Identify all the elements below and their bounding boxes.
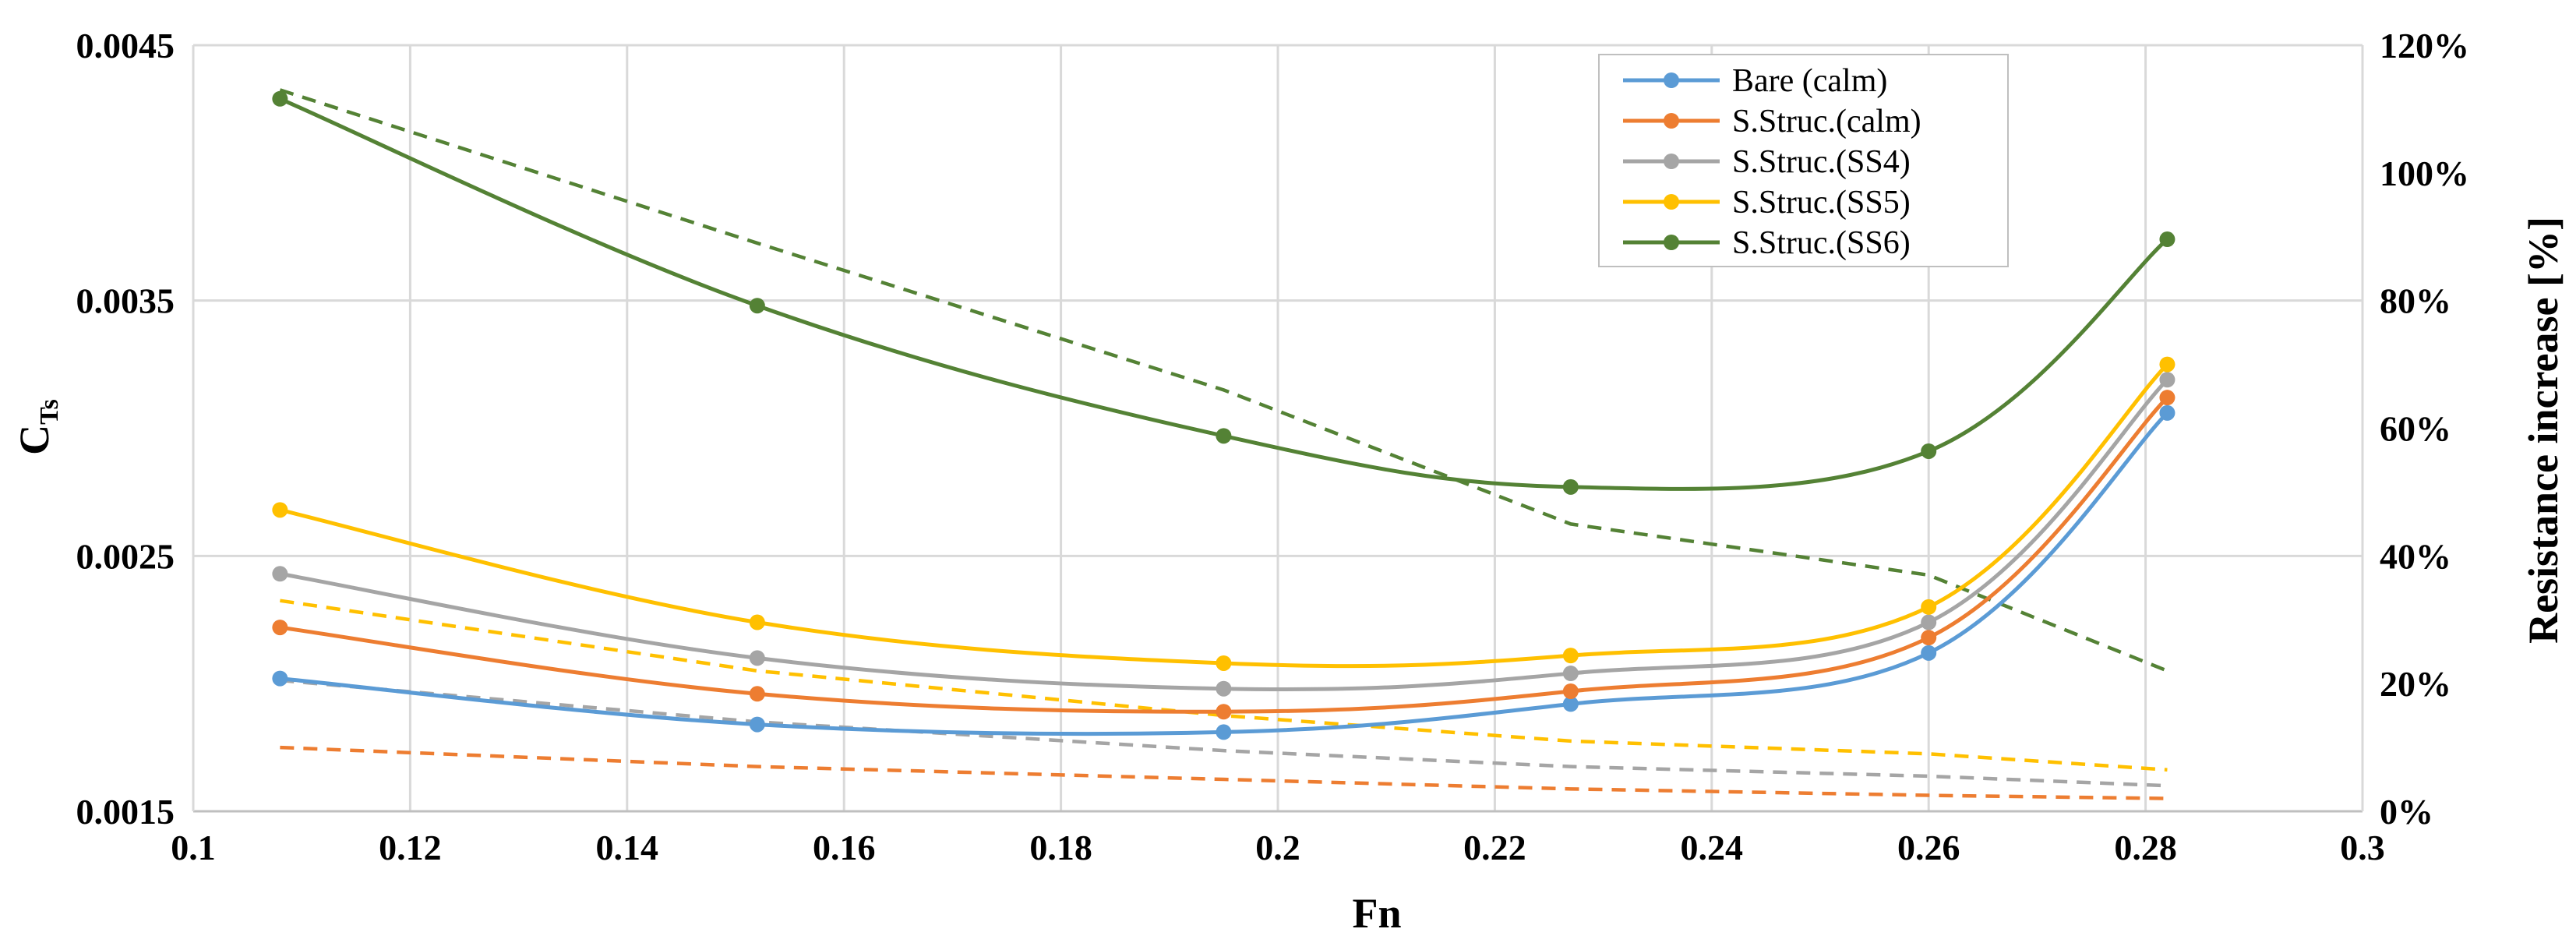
resistance-increase-series — [279, 88, 2168, 800]
legend: Bare (calm) S.Struc.(calm) S.Struc.(SS4) S.… — [1598, 54, 2009, 267]
data-point-bare-calm — [749, 716, 765, 733]
data-point-s-struc-calm — [1921, 630, 1937, 646]
legend-label: S.Struc.(SS5) — [1732, 185, 1911, 221]
data-point-s-struc-ss6 — [1562, 479, 1579, 495]
x-tick-label: 0.24 — [1681, 828, 1744, 867]
x-tick-label: 0.1 — [171, 828, 216, 867]
data-point-s-struc-ss5 — [272, 502, 288, 518]
x-tick-label: 0.16 — [813, 828, 876, 867]
left-axis-title-subscript: Ts — [35, 399, 64, 425]
data-point-s-struc-ss6 — [1921, 443, 1937, 459]
series-line-bare-calm — [280, 411, 2169, 736]
x-tick-label: 0.12 — [379, 828, 442, 867]
data-point-s-struc-ss4 — [1216, 680, 1232, 697]
data-point-s-struc-calm — [749, 686, 765, 702]
x-tick-label: 0.28 — [2114, 828, 2177, 867]
data-point-bare-calm — [1921, 645, 1937, 661]
legend-swatch-marker — [1664, 72, 1679, 88]
data-point-bare-calm — [1216, 724, 1232, 740]
right-tick-label: 120% — [2380, 26, 2469, 65]
left-axis-title: CTs — [11, 399, 64, 455]
x-axis-ticks: 0.1 0.12 0.14 0.16 0.18 0.2 0.22 0.24 0.26 0.28 0.… — [171, 828, 2385, 867]
x-tick-label: 0.2 — [1255, 828, 1300, 867]
series-line-s-struc-ss4 — [279, 378, 2169, 692]
data-point-s-struc-ss4 — [2159, 372, 2175, 388]
right-tick-label: 40% — [2380, 536, 2451, 576]
data-point-s-struc-ss4 — [1562, 666, 1579, 682]
x-tick-label: 0.3 — [2340, 828, 2385, 867]
legend-swatch-marker — [1664, 194, 1679, 210]
data-point-s-struc-calm — [1216, 704, 1232, 720]
right-tick-label: 0% — [2380, 792, 2433, 832]
right-axis-ticks: 0% 20% 40% 60% 80% 100% 120% — [2380, 26, 2469, 832]
series-line-s-struc-calm — [280, 396, 2169, 714]
legend-swatch-marker — [1664, 113, 1679, 129]
data-point-s-struc-ss6 — [1216, 428, 1232, 444]
left-tick-label: 0.0045 — [76, 26, 175, 65]
axes — [192, 45, 2364, 813]
legend-swatch-marker — [1664, 235, 1679, 250]
data-point-s-struc-calm — [272, 620, 288, 636]
resistance-increase-line — [280, 599, 2168, 772]
x-tick-label: 0.22 — [1463, 828, 1526, 867]
x-tick-label: 0.26 — [1897, 828, 1960, 867]
data-point-s-struc-calm — [1562, 683, 1579, 699]
data-point-s-struc-ss6 — [2159, 231, 2175, 248]
x-tick-label: 0.18 — [1029, 828, 1092, 867]
data-point-s-struc-ss5 — [749, 614, 765, 630]
data-point-s-struc-ss4 — [749, 650, 765, 666]
right-axis-title: Resistance increase [%] — [2520, 217, 2567, 644]
resistance-increase-line — [280, 678, 2168, 788]
legend-label: Bare (calm) — [1732, 63, 1887, 99]
left-axis-title-main: C — [11, 425, 58, 455]
legend-label: S.Struc.(SS6) — [1732, 225, 1911, 261]
right-tick-label: 80% — [2380, 281, 2451, 321]
right-tick-label: 100% — [2380, 154, 2469, 193]
series-line-s-struc-ss6 — [279, 97, 2169, 491]
data-point-bare-calm — [272, 670, 288, 687]
resistance-increase-line — [280, 745, 2168, 800]
data-point-s-struc-ss6 — [749, 298, 765, 314]
data-point-s-struc-ss4 — [272, 566, 288, 582]
data-point-s-struc-ss5 — [2159, 356, 2175, 373]
cts-series — [272, 90, 2175, 740]
series-line-s-struc-ss5 — [279, 362, 2169, 669]
data-point-s-struc-ss6 — [272, 90, 288, 107]
legend-label: S.Struc.(SS4) — [1732, 144, 1911, 180]
data-point-bare-calm — [2159, 404, 2175, 421]
data-point-s-struc-ss4 — [1921, 614, 1937, 630]
gridlines — [193, 44, 2363, 811]
left-tick-label: 0.0025 — [76, 536, 175, 576]
right-tick-label: 60% — [2380, 409, 2451, 449]
left-tick-label: 0.0035 — [76, 281, 175, 321]
x-axis-title: Fn — [1352, 890, 1401, 937]
data-point-bare-calm — [1562, 696, 1579, 712]
legend-label: S.Struc.(calm) — [1732, 104, 1921, 139]
data-point-s-struc-calm — [2159, 390, 2175, 406]
data-point-s-struc-ss5 — [1921, 599, 1937, 615]
data-point-s-struc-ss5 — [1216, 655, 1232, 671]
left-axis-ticks: 0.0015 0.0025 0.0035 0.0045 — [76, 26, 175, 832]
x-tick-label: 0.14 — [596, 828, 659, 867]
left-tick-label: 0.0015 — [76, 792, 175, 832]
data-point-s-struc-ss5 — [1562, 648, 1579, 664]
right-tick-label: 20% — [2380, 664, 2451, 704]
legend-swatch-marker — [1664, 154, 1679, 169]
resistance-increase-line — [279, 88, 2168, 673]
